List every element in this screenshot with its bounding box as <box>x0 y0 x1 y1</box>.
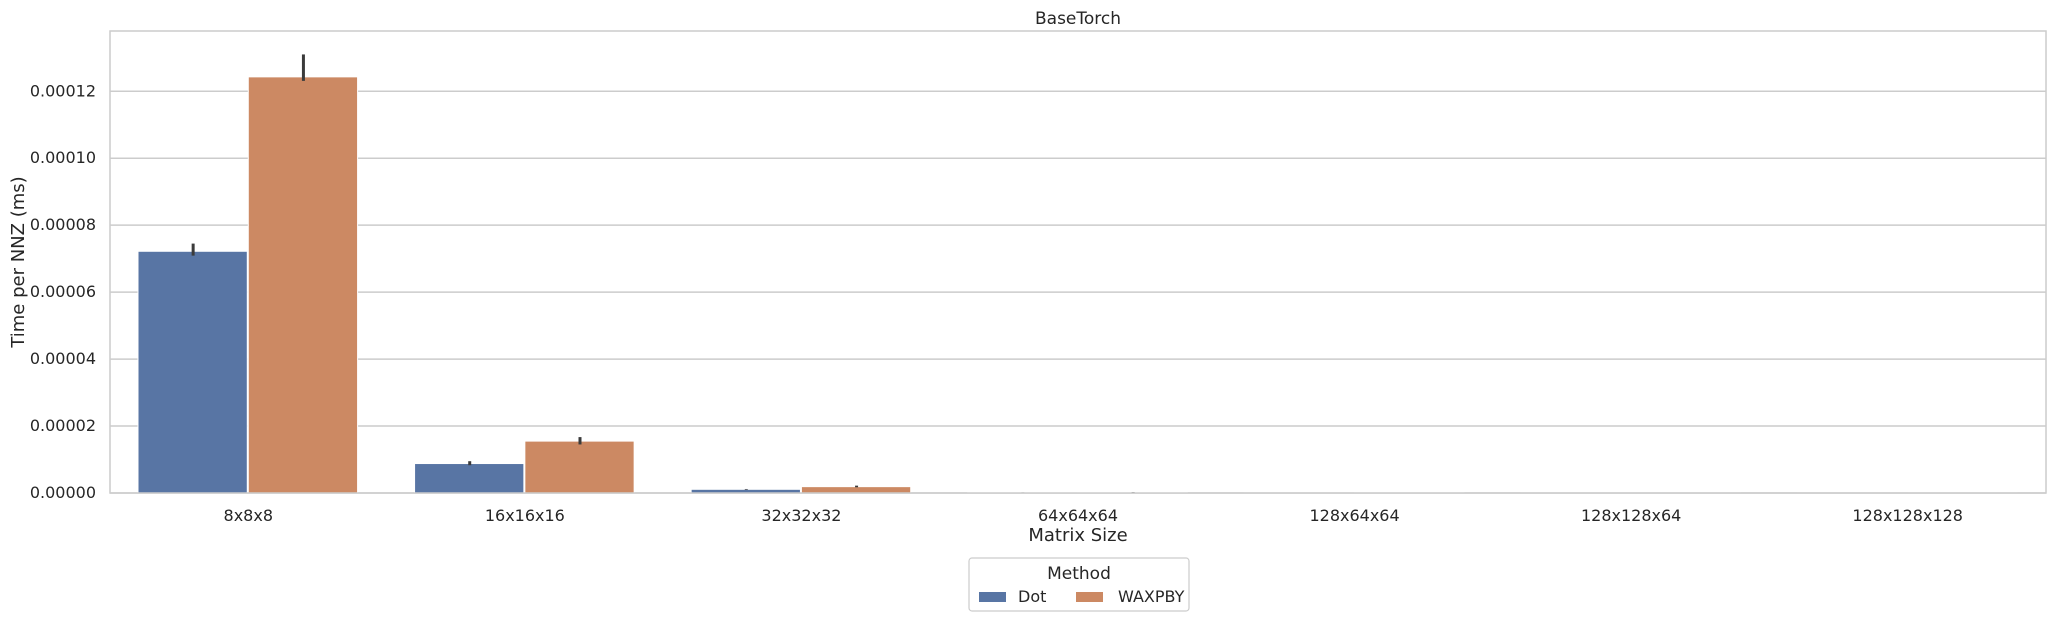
x-tick-label: 16x16x16 <box>485 506 565 525</box>
chart-title: BaseTorch <box>1035 9 1121 29</box>
legend-title: Method <box>1047 564 1111 584</box>
bar-waxpby <box>525 441 634 493</box>
legend-label-waxpby: WAXPBY <box>1118 587 1185 606</box>
x-axis-ticks: 8x8x8 16x16x16 32x32x32 64x64x64 128x64x64 12… <box>224 506 1963 525</box>
legend-swatch-waxpby <box>1076 592 1103 602</box>
y-tick-label: 0.00002 <box>30 416 96 435</box>
bar-dot <box>415 464 524 493</box>
x-tick-label: 32x32x32 <box>761 506 841 525</box>
x-tick-label: 128x128x64 <box>1581 506 1681 525</box>
x-tick-label: 8x8x8 <box>224 506 273 525</box>
x-tick-label: 128x64x64 <box>1309 506 1399 525</box>
bar-waxpby <box>801 487 910 493</box>
y-tick-label: 0.00008 <box>30 215 96 234</box>
bar-waxpby <box>248 77 357 493</box>
x-tick-label: 64x64x64 <box>1038 506 1118 525</box>
y-axis-ticks: 0.00000 0.00002 0.00004 0.00006 0.00008 0.000… <box>30 81 96 502</box>
x-tick-label: 128x128x128 <box>1852 506 1963 525</box>
legend-swatch-dot <box>979 592 1006 602</box>
bar-dot <box>138 251 247 493</box>
legend: Method Dot WAXPBY <box>969 558 1189 611</box>
y-tick-label: 0.00004 <box>30 349 96 368</box>
plot-background <box>110 31 2046 493</box>
y-tick-label: 0.00012 <box>30 81 96 100</box>
y-axis-label: Time per NNZ (ms) <box>8 176 29 348</box>
y-tick-label: 0.00000 <box>30 483 96 502</box>
y-tick-label: 0.00010 <box>30 148 96 167</box>
x-axis-label: Matrix Size <box>1028 525 1127 546</box>
y-tick-label: 0.00006 <box>30 282 96 301</box>
legend-label-dot: Dot <box>1018 587 1046 606</box>
